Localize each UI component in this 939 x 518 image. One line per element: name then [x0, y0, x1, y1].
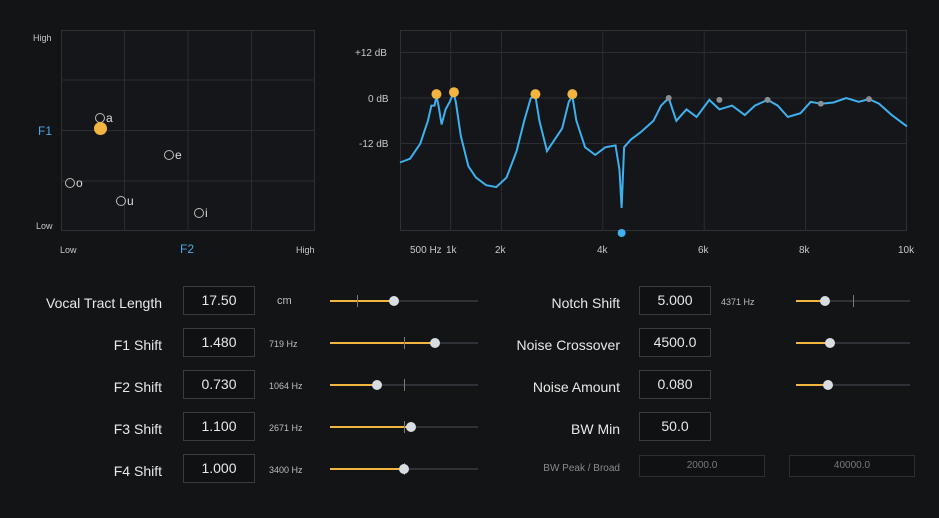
slider-thumb[interactable]	[430, 338, 441, 348]
slider-fill	[796, 384, 828, 386]
slider-fill	[330, 300, 394, 302]
vowel-point-i[interactable]	[194, 208, 204, 218]
freq-tick-1k: 1k	[446, 245, 457, 256]
slider-track	[330, 300, 478, 302]
formant-handle-f2[interactable]	[448, 87, 459, 98]
slider-fill	[330, 468, 404, 470]
upper-formant-point	[817, 100, 824, 107]
vowel-x-high-label: High	[296, 245, 315, 255]
formant-handle-f1[interactable]	[431, 89, 442, 100]
upper-formant-point	[764, 96, 771, 103]
f1-freq-readout: 719 Hz	[269, 339, 298, 349]
f4-shift-label: F4 Shift	[113, 463, 162, 479]
slider-default-tick	[356, 295, 358, 307]
vowel-label-e: e	[175, 148, 182, 162]
slider-thumb[interactable]	[819, 296, 830, 306]
notch-shift-label: Notch Shift	[551, 295, 620, 311]
vowel-label-i: i	[205, 206, 208, 220]
vowel-label-o: o	[76, 176, 83, 190]
db-tick-plus12: +12 dB	[355, 48, 387, 59]
vowel-point-e[interactable]	[164, 150, 174, 160]
formant-handle-f4[interactable]	[567, 89, 578, 100]
notch-shift-input[interactable]: 5.000	[639, 286, 711, 315]
slider-track	[796, 384, 910, 386]
vowel-point-u[interactable]	[116, 196, 126, 206]
freq-tick-8k: 8k	[799, 245, 810, 256]
slider-thumb[interactable]	[822, 380, 833, 390]
slider-fill	[796, 300, 825, 302]
bw-min-label: BW Min	[571, 421, 620, 437]
freq-tick-500hz: 500 Hz	[410, 245, 442, 256]
slider-fill	[330, 384, 378, 386]
vowel-label-a: a	[106, 111, 113, 125]
spectrum-chart[interactable]	[399, 30, 908, 237]
slider-fill	[796, 342, 831, 344]
vocal-tract-length-label: Vocal Tract Length	[46, 295, 162, 311]
bw-min-input[interactable]: 50.0	[639, 412, 711, 441]
slider-default-tick	[404, 337, 405, 349]
noise-amount-slider[interactable]	[796, 378, 910, 392]
f3-shift-input[interactable]: 1.100	[183, 412, 255, 441]
f1-shift-slider[interactable]	[330, 336, 478, 350]
vocal-tract-length-slider[interactable]	[330, 294, 478, 308]
slider-fill	[330, 426, 412, 428]
freq-tick-10k: 10k	[898, 245, 915, 256]
vowel-y-axis-label: F1	[38, 124, 53, 138]
f4-freq-readout: 3400 Hz	[269, 465, 303, 475]
vowel-x-low-label: Low	[60, 245, 77, 255]
db-tick-minus12: -12 dB	[359, 139, 389, 150]
freq-tick-2k: 2k	[495, 245, 506, 256]
f4-shift-slider[interactable]	[330, 462, 478, 476]
vowel-label-u: u	[127, 194, 134, 208]
slider-thumb[interactable]	[388, 296, 399, 306]
f1-shift-label: F1 Shift	[113, 337, 162, 353]
vowel-y-high-label: High	[33, 33, 52, 43]
spectrum-plot	[399, 30, 908, 237]
bw-peak-broad-label: BW Peak / Broad	[543, 463, 620, 474]
slider-thumb[interactable]	[399, 464, 409, 474]
notch-shift-slider[interactable]	[796, 294, 910, 308]
noise-crossover-input[interactable]: 4500.0	[639, 328, 711, 357]
bw-broad-input[interactable]: 40000.0	[789, 455, 915, 477]
f1-shift-input[interactable]: 1.480	[183, 328, 255, 357]
f2-shift-label: F2 Shift	[113, 379, 162, 395]
vowel-x-axis-label: F2	[180, 242, 195, 256]
slider-thumb[interactable]	[372, 380, 383, 390]
f2-freq-readout: 1064 Hz	[269, 381, 303, 391]
f3-shift-slider[interactable]	[330, 420, 478, 434]
current-vowel-marker[interactable]	[94, 122, 107, 135]
slider-default-tick	[404, 421, 405, 433]
vocal-tract-length-input[interactable]: 17.50	[183, 286, 255, 315]
slider-thumb[interactable]	[825, 338, 836, 348]
f3-shift-label: F3 Shift	[113, 421, 162, 437]
noise-amount-input[interactable]: 0.080	[639, 370, 711, 399]
bw-peak-input[interactable]: 2000.0	[639, 455, 765, 477]
slider-default-tick	[404, 379, 405, 391]
f3-freq-readout: 2671 Hz	[269, 423, 303, 433]
freq-tick-4k: 4k	[597, 245, 608, 256]
notch-handle[interactable]	[617, 229, 626, 237]
slider-default-tick	[853, 295, 854, 307]
noise-crossover-slider[interactable]	[796, 336, 910, 350]
noise-amount-label: Noise Amount	[532, 379, 620, 395]
upper-formant-point	[665, 95, 672, 101]
slider-track	[796, 342, 910, 344]
f4-shift-input[interactable]: 1.000	[183, 454, 255, 483]
vocal-tract-length-unit: cm	[277, 295, 292, 307]
notch-freq-readout: 4371 Hz	[721, 297, 755, 307]
db-tick-0: 0 dB	[368, 94, 389, 105]
formant-handle-f3[interactable]	[530, 89, 541, 100]
spectrum-curve	[399, 92, 908, 209]
noise-crossover-label: Noise Crossover	[516, 337, 620, 353]
freq-tick-6k: 6k	[698, 245, 709, 256]
slider-fill	[330, 342, 436, 344]
slider-thumb[interactable]	[406, 422, 417, 432]
f2-shift-input[interactable]: 0.730	[183, 370, 255, 399]
upper-formant-point	[865, 96, 872, 103]
vowel-y-low-label: Low	[36, 221, 53, 231]
upper-formant-point	[716, 96, 723, 103]
f2-shift-slider[interactable]	[330, 378, 478, 392]
vowel-point-o[interactable]	[65, 178, 75, 188]
